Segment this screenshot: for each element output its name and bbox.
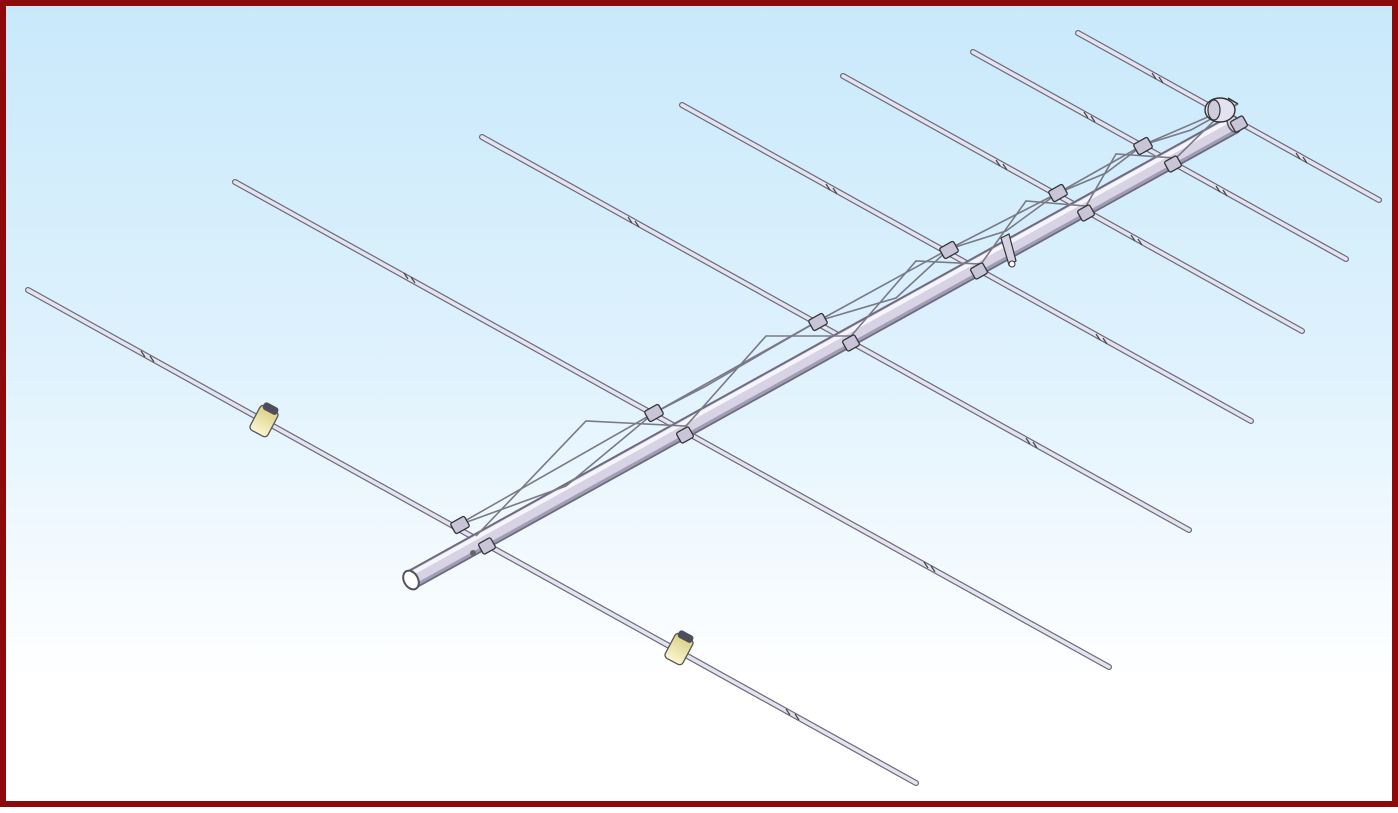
antenna-model (25, 30, 1382, 786)
phasing-line-lower (455, 103, 1239, 537)
boom-clamps (450, 115, 1248, 556)
element-1-joint-marks (140, 350, 800, 721)
boom-end-cap (402, 569, 420, 591)
clamp-7 (1230, 115, 1248, 133)
clamp-2 (644, 403, 694, 444)
clamp-6 (1133, 136, 1182, 173)
clamp-3 (808, 312, 860, 352)
boom (402, 114, 1242, 591)
clamp-1 (450, 515, 496, 556)
trap-insulator-right (664, 630, 694, 666)
trap-insulator-left (249, 402, 279, 438)
clamp-4 (939, 233, 1017, 280)
phasing-line-upper (455, 103, 1239, 527)
coax-connector (1204, 97, 1239, 123)
clamp-5 (1048, 183, 1095, 222)
